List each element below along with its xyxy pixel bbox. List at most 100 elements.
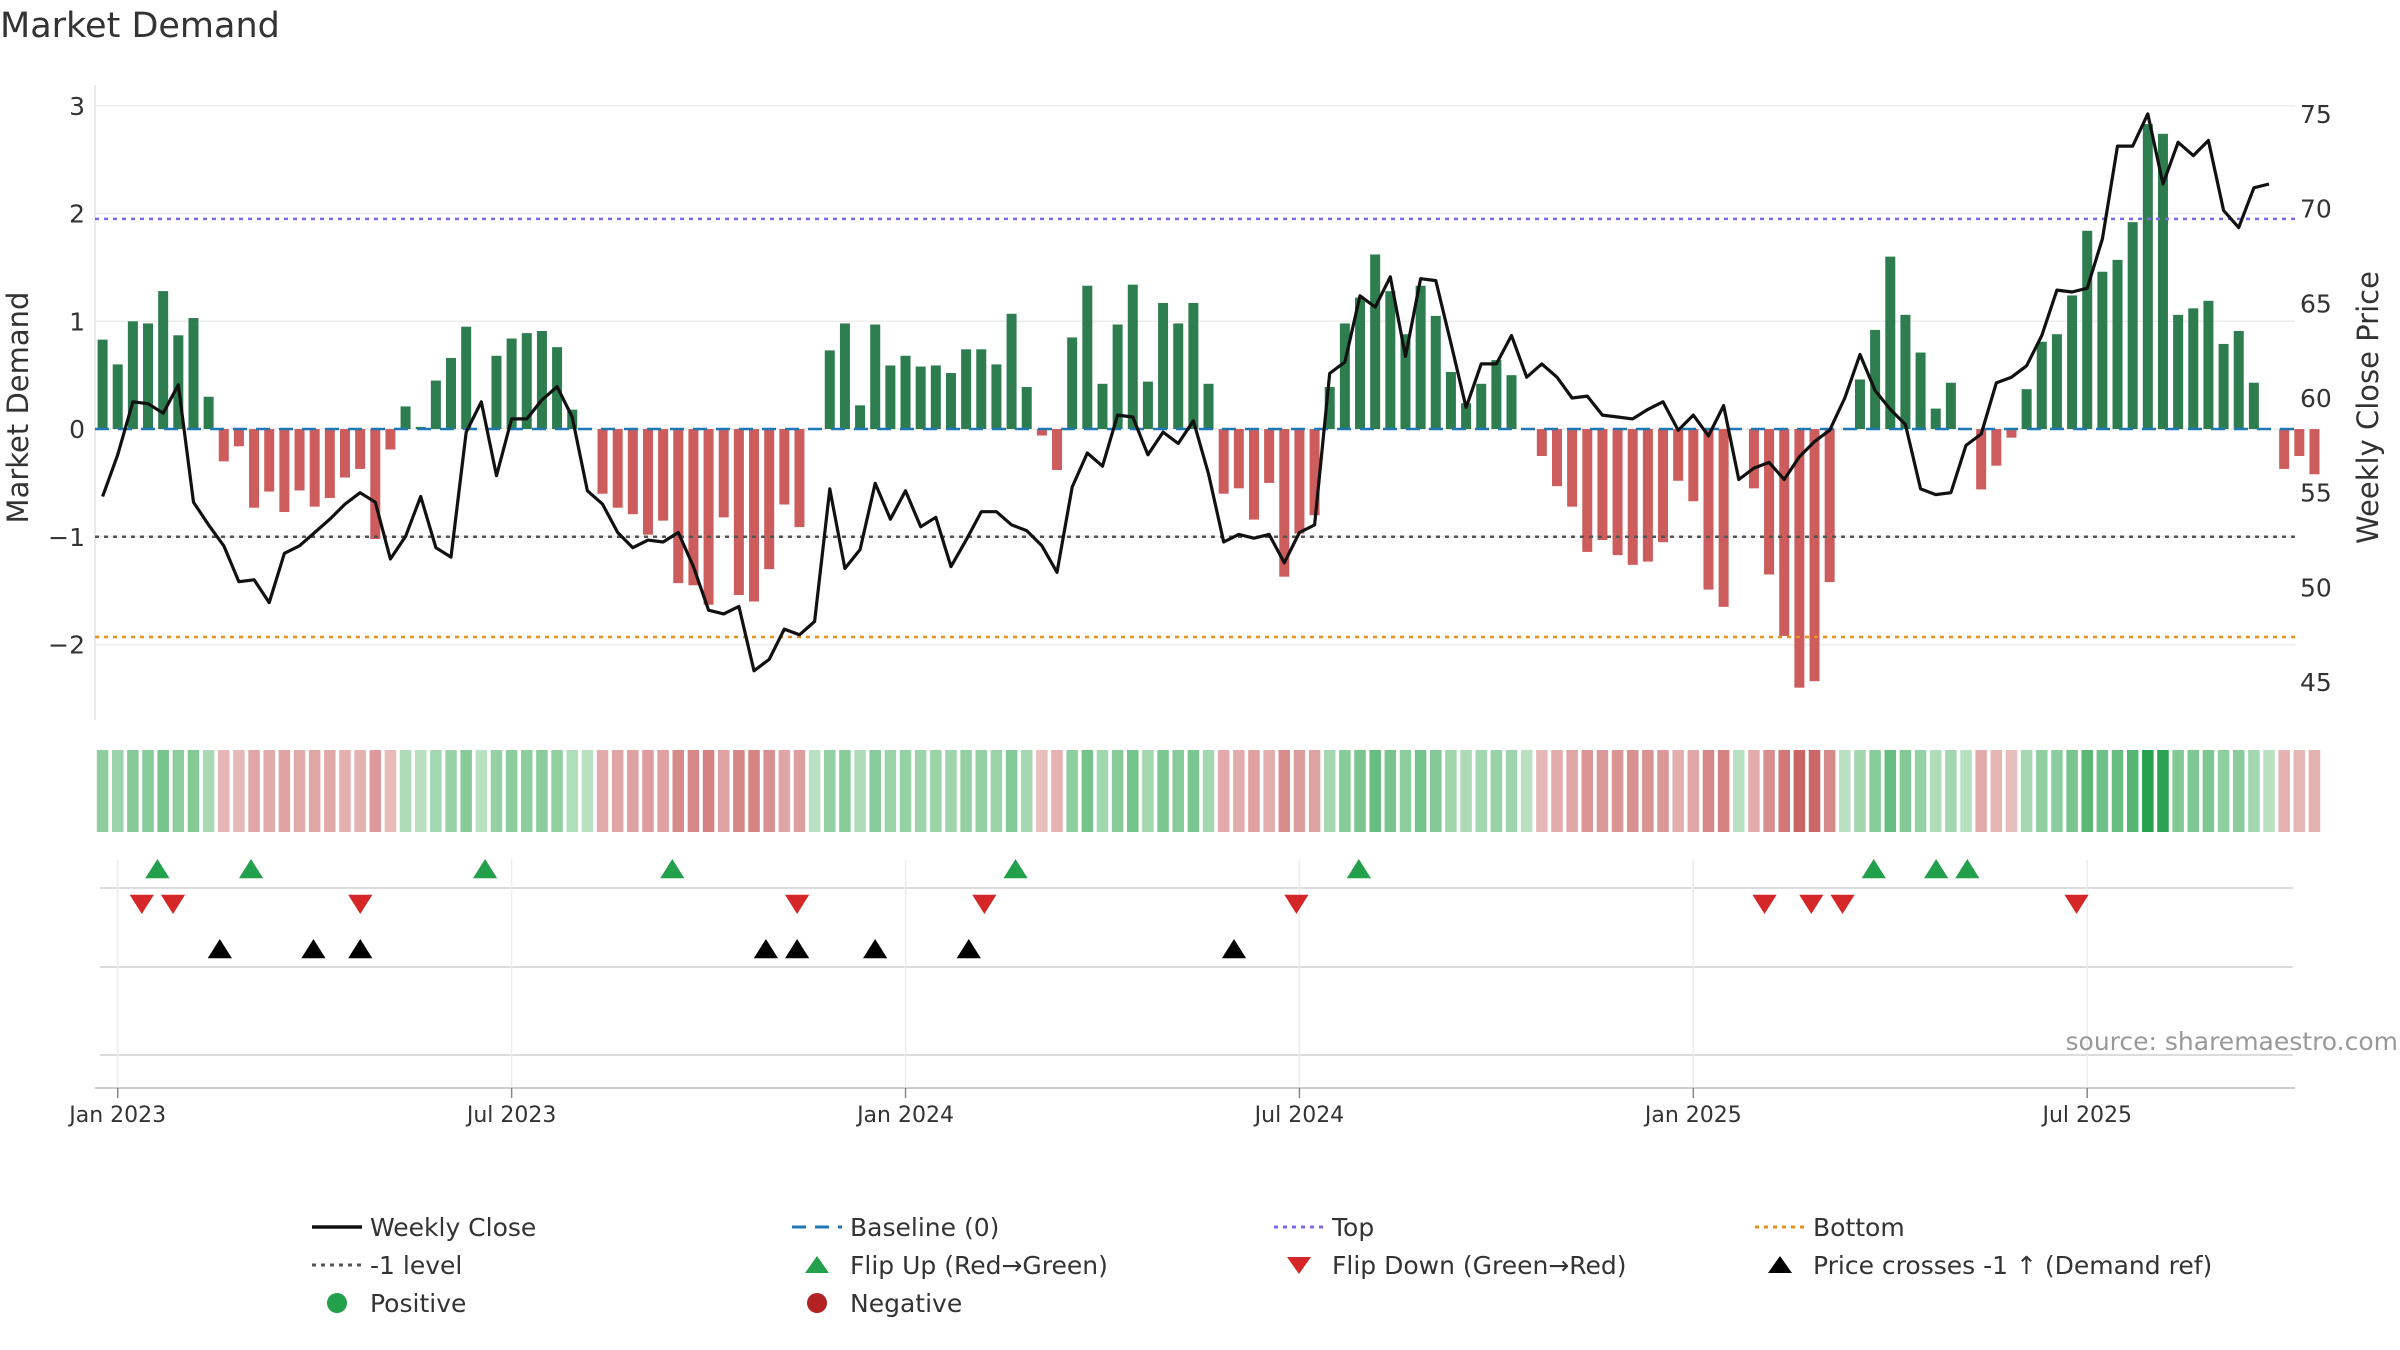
demand-bar [2036, 341, 2047, 430]
demand-bar [1173, 323, 1184, 430]
demand-bar [233, 429, 244, 447]
heat-cell [1611, 750, 1624, 832]
demand-bar [1536, 429, 1547, 456]
left-tick-label: −1 [48, 523, 85, 552]
demand-bar [1400, 334, 1411, 430]
heat-cell [2308, 750, 2321, 832]
demand-bar [658, 429, 669, 521]
demand-bar [930, 365, 941, 430]
heat-cell [914, 750, 927, 832]
price-cross-marker [956, 939, 981, 959]
heat-cell [354, 750, 366, 832]
demand-bar [673, 429, 684, 584]
heat-cell [1990, 750, 2003, 832]
heat-cell [2036, 750, 2048, 832]
heat-cell [1384, 750, 1397, 832]
legend-symbol-svg [1287, 1257, 1311, 1274]
demand-bar [536, 330, 547, 430]
event-markers [129, 859, 2089, 959]
demand-bar [2294, 429, 2305, 456]
flip-down-marker [972, 894, 997, 914]
heat-cell [1036, 750, 1048, 832]
demand-bar [2218, 343, 2229, 430]
heat-cell [127, 750, 139, 832]
legend-symbol-negative [780, 1286, 850, 1320]
heat-cell [581, 750, 594, 832]
flip-down-marker [1799, 894, 1824, 914]
x-tick-label: Jul 2023 [465, 1103, 557, 1128]
demand-bar [1370, 254, 1381, 430]
weekly-close-line [101, 112, 2270, 673]
flip-down-marker [1284, 894, 1309, 914]
flip-down-marker [2064, 894, 2089, 914]
legend-symbol-top [1262, 1210, 1332, 1244]
right-tick-label: 45 [2300, 668, 2332, 697]
demand-bar [1309, 429, 1320, 516]
price-cross-marker [301, 939, 326, 959]
heat-cell [399, 750, 412, 832]
heat-cell [1520, 750, 1533, 832]
demand-bar [1612, 429, 1623, 556]
heat-cell [2005, 750, 2018, 832]
demand-bar [1582, 429, 1593, 552]
demand-bar [1809, 429, 1820, 682]
demand-bar [1339, 323, 1350, 430]
heat-cell [1111, 750, 1124, 832]
heat-cell [1581, 750, 1594, 832]
heat-cell [975, 750, 988, 832]
demand-bar [1764, 429, 1775, 575]
demand-bar [203, 396, 214, 430]
demand-bar [279, 429, 290, 513]
demand-bar [143, 323, 154, 430]
heat-cell [1975, 750, 1987, 832]
legend-symbol-flip-down [1262, 1248, 1332, 1282]
legend-label: Flip Down (Green→Red) [1332, 1250, 1627, 1280]
heat-cell [1066, 750, 1078, 832]
heat-cell [505, 750, 518, 832]
demand-bar [188, 318, 199, 430]
legend-symbol-baseline [780, 1210, 850, 1244]
heat-cell [157, 750, 169, 832]
price-cross-marker [1221, 939, 1247, 959]
demand-bar [703, 429, 714, 605]
demand-bar [1506, 375, 1517, 430]
demand-bar [2142, 124, 2153, 430]
heat-cell [1869, 750, 1881, 832]
demand-bar [1885, 256, 1896, 430]
legend-symbol-positive [300, 1286, 370, 1320]
demand-bar [991, 364, 1002, 430]
demand-bar [1476, 383, 1487, 430]
heat-cell [2066, 750, 2078, 832]
demand-bar [1067, 337, 1078, 430]
heat-cell [733, 750, 745, 832]
legend-symbol-svg [1768, 1256, 1792, 1273]
legend-symbol-minus-one [300, 1248, 370, 1282]
legend-minus-one: -1 level [300, 1248, 462, 1282]
flip-up-marker [1924, 859, 1949, 879]
flip-up-marker [660, 859, 685, 879]
demand-bar [446, 357, 457, 430]
price-cross-marker [207, 939, 232, 959]
heat-cell [1929, 750, 1942, 832]
flip-up-marker [1003, 859, 1028, 879]
heat-cell [1005, 750, 1018, 832]
heat-cell [1172, 750, 1184, 832]
demand-bar [339, 429, 350, 478]
legend-symbol-svg [805, 1256, 829, 1273]
flip-down-marker [348, 894, 373, 914]
demand-bar [264, 429, 275, 492]
demand-bar [1158, 302, 1169, 430]
heat-cell [930, 750, 942, 832]
price-cross-marker [753, 939, 779, 959]
right-axis-ticks: 75 70 65 60 55 50 45 [2300, 100, 2332, 697]
heat-cell [672, 750, 685, 832]
heat-cell [1702, 750, 1715, 832]
x-tick-label: Jul 2025 [2040, 1103, 2132, 1128]
heat-cell [611, 750, 624, 832]
heat-cell [1854, 750, 1866, 832]
heat-cell [1717, 750, 1730, 832]
heat-cell [1475, 750, 1487, 832]
demand-bar [385, 429, 396, 450]
heat-cell [430, 750, 442, 832]
